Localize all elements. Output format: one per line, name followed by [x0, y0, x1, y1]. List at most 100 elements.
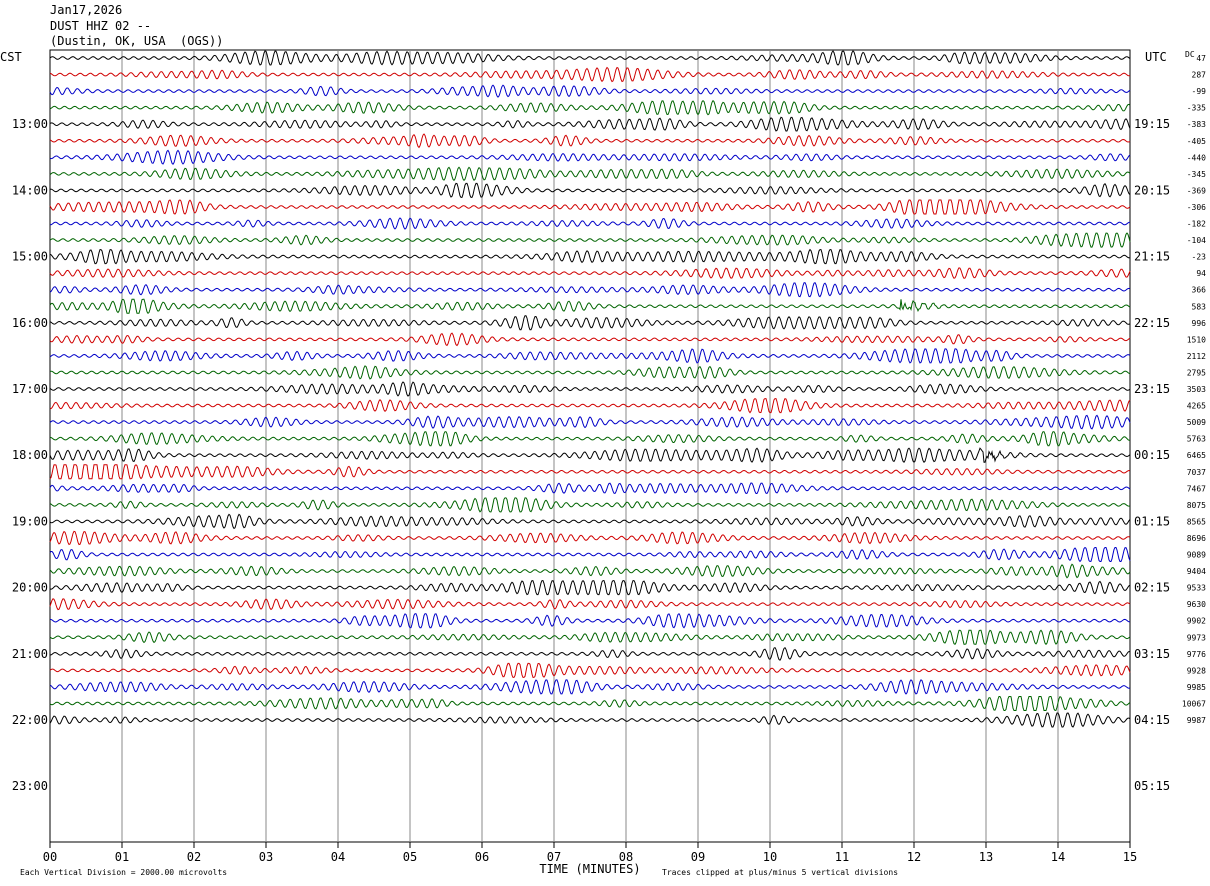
- dc-offset-value: 6465: [1187, 451, 1206, 460]
- dc-offset-value: 287: [1192, 71, 1207, 80]
- dc-offset-value: 4265: [1187, 402, 1206, 411]
- trace-line: [49, 182, 1131, 198]
- utc-hour-label: 21:15: [1134, 250, 1170, 264]
- footer-right-note: Traces clipped at plus/minus 5 vertical …: [662, 868, 898, 877]
- dc-offset-value: 9533: [1187, 584, 1206, 593]
- cst-hour-label: 18:00: [12, 448, 48, 462]
- dc-offset-value: 9985: [1187, 683, 1206, 692]
- trace-line: [49, 546, 1131, 563]
- dc-offset-value: 3503: [1187, 385, 1206, 394]
- x-axis-title: TIME (MINUTES): [539, 862, 640, 876]
- dc-offset-value: 8696: [1187, 534, 1206, 543]
- dc-offset-value: 366: [1192, 286, 1207, 295]
- cst-hour-label: 15:00: [12, 250, 48, 264]
- dc-offset-value: 2795: [1187, 368, 1206, 377]
- trace-line: [49, 497, 1131, 513]
- cst-hour-label: 21:00: [12, 647, 48, 661]
- dc-offset-value: 9089: [1187, 551, 1206, 560]
- x-tick-label: 05: [403, 850, 417, 864]
- trace-line: [49, 414, 1131, 430]
- dc-offset-value: -369: [1187, 186, 1206, 195]
- dc-offset-value: 583: [1192, 302, 1207, 311]
- x-tick-label: 12: [907, 850, 921, 864]
- dc-offset-value: 9630: [1187, 600, 1206, 609]
- dc-offset-value: 7467: [1187, 484, 1206, 493]
- trace-line: [49, 530, 1131, 546]
- trace-line: [49, 598, 1131, 611]
- trace-line: [49, 133, 1131, 149]
- header-location: (Dustin, OK, USA (OGS)): [50, 34, 224, 48]
- dc-offset-value: 9902: [1187, 617, 1206, 626]
- trace-line: [49, 84, 1131, 98]
- cst-hour-label: 14:00: [12, 183, 48, 197]
- trace-line: [49, 662, 1131, 678]
- x-tick-label: 00: [43, 850, 57, 864]
- dc-offset-value: 94: [1196, 269, 1206, 278]
- dc-offset-value: 9928: [1187, 666, 1206, 675]
- x-tick-label: 15: [1123, 850, 1137, 864]
- x-tick-label: 09: [691, 850, 705, 864]
- dc-offset-value: -306: [1187, 203, 1206, 212]
- x-tick-label: 11: [835, 850, 849, 864]
- x-tick-label: 06: [475, 850, 489, 864]
- dc-offset-value: 9987: [1187, 716, 1206, 725]
- dc-offset-value: 2112: [1187, 352, 1206, 361]
- trace-line: [49, 513, 1131, 530]
- dc-label: DC: [1185, 50, 1195, 59]
- x-tick-label: 14: [1051, 850, 1065, 864]
- trace-line: [49, 348, 1131, 364]
- trace-line: [49, 447, 1131, 463]
- dc-offset-value: -405: [1187, 137, 1206, 146]
- trace-line: [49, 679, 1131, 695]
- x-tick-label: 03: [259, 850, 273, 864]
- cst-hour-label: 23:00: [12, 779, 48, 793]
- dc-offset-value: 7037: [1187, 468, 1206, 477]
- x-tick-label: 04: [331, 850, 345, 864]
- utc-hour-label: 05:15: [1134, 779, 1170, 793]
- trace-line: [49, 149, 1131, 165]
- utc-hour-label: 00:15: [1134, 448, 1170, 462]
- header-station: DUST HHZ 02 --: [50, 19, 152, 33]
- dc-offset-value: -345: [1187, 170, 1206, 179]
- cst-hour-label: 13:00: [12, 117, 48, 131]
- trace-line: [49, 579, 1131, 596]
- trace-line: [50, 217, 1131, 230]
- cst-hour-label: 16:00: [12, 316, 48, 330]
- dc-offset-value: 10067: [1182, 699, 1206, 708]
- utc-hour-label: 02:15: [1134, 581, 1170, 595]
- trace-line: [49, 482, 1131, 495]
- dc-offset-value: -383: [1187, 120, 1206, 129]
- trace-line: [49, 431, 1130, 447]
- trace-line: [49, 50, 1131, 66]
- footer-left-note: Each Vertical Division = 2000.00 microvo…: [20, 868, 227, 877]
- trace-line: [49, 315, 1131, 331]
- x-tick-label: 02: [187, 850, 201, 864]
- x-tick-label: 10: [763, 850, 777, 864]
- utc-hour-label: 22:15: [1134, 316, 1170, 330]
- trace-line: [49, 199, 1131, 215]
- trace-line: [49, 646, 1131, 661]
- trace-line: [49, 332, 1131, 347]
- cst-hour-label: 20:00: [12, 581, 48, 595]
- dc-offset-value: 8075: [1187, 501, 1206, 510]
- dc-offset-value: -23: [1192, 253, 1207, 262]
- trace-line: [49, 232, 1131, 248]
- plot-frame: [49, 49, 1131, 843]
- utc-hour-label: 03:15: [1134, 647, 1170, 661]
- utc-hour-label: 01:15: [1134, 514, 1170, 528]
- trace-line: [49, 381, 1131, 397]
- dc-offset-value: 5009: [1187, 418, 1206, 427]
- cst-hour-label: 22:00: [12, 713, 48, 727]
- trace-line: [49, 365, 1131, 380]
- dc-offset-value: -335: [1187, 104, 1206, 113]
- dc-offset-value: 996: [1192, 319, 1207, 328]
- x-tick-label: 07: [547, 850, 561, 864]
- cst-axis-label: CST: [0, 50, 22, 64]
- trace-line: [49, 298, 1131, 315]
- trace-line: [49, 629, 1131, 646]
- dc-offset-value: 9973: [1187, 633, 1206, 642]
- trace-line: [49, 116, 1131, 132]
- trace-line: [49, 166, 1131, 182]
- dc-offset-value: -99: [1192, 87, 1207, 96]
